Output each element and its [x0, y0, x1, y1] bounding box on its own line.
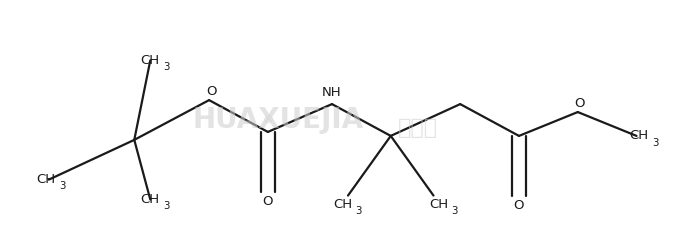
- Text: O: O: [514, 199, 524, 212]
- Text: CH: CH: [429, 198, 448, 211]
- Text: 3: 3: [452, 206, 458, 216]
- Text: 3: 3: [59, 181, 65, 192]
- Text: O: O: [575, 97, 585, 110]
- Text: CH: CH: [333, 198, 352, 211]
- Text: O: O: [206, 85, 216, 98]
- Text: 3: 3: [356, 206, 362, 216]
- Text: NH: NH: [322, 86, 342, 99]
- Text: 3: 3: [163, 62, 170, 72]
- Text: CH: CH: [141, 54, 160, 67]
- Text: O: O: [262, 195, 273, 208]
- Text: CH: CH: [37, 173, 56, 186]
- Text: CH: CH: [630, 129, 649, 142]
- Text: 3: 3: [163, 201, 170, 211]
- Text: CH: CH: [141, 193, 160, 206]
- Text: HUAXUEJIA: HUAXUEJIA: [193, 106, 364, 134]
- Text: 化学加: 化学加: [397, 118, 438, 138]
- Text: 3: 3: [652, 138, 658, 148]
- Text: ®: ®: [262, 115, 274, 125]
